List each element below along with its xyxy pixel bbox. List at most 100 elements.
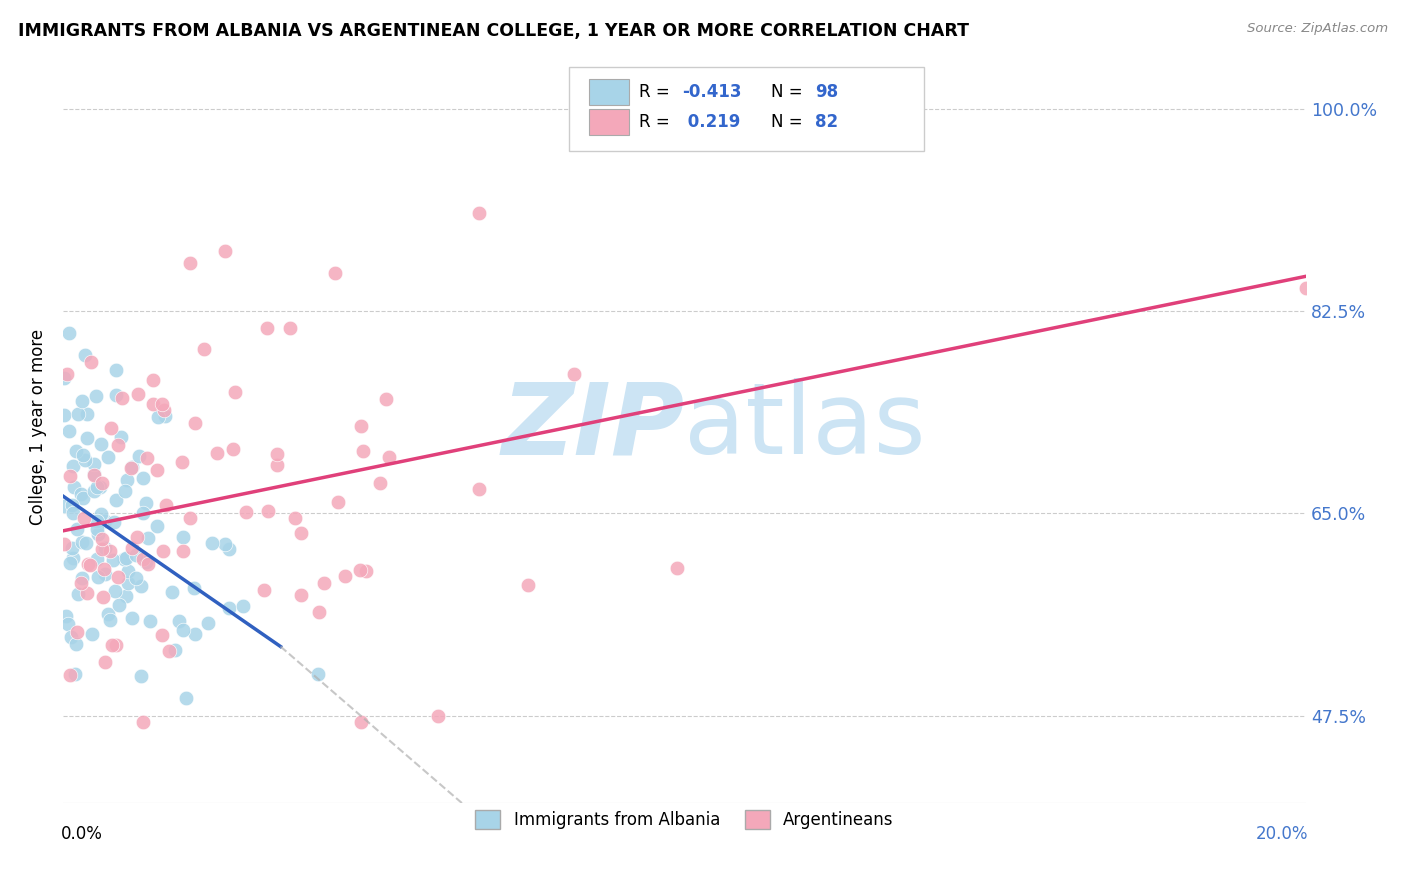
Point <box>222 442 245 457</box>
Point <box>73 349 96 363</box>
Point <box>135 555 157 569</box>
Point <box>73 452 96 467</box>
Point <box>94 541 117 555</box>
Point <box>66 408 89 422</box>
Point <box>121 460 143 475</box>
Point <box>426 709 449 723</box>
Point <box>136 557 159 571</box>
Point <box>368 476 391 491</box>
Point <box>172 530 194 544</box>
Point <box>75 536 97 550</box>
Text: 20.0%: 20.0% <box>1256 825 1309 843</box>
Text: atlas: atlas <box>685 378 927 475</box>
Point <box>58 425 80 439</box>
Point <box>328 495 350 509</box>
Point <box>152 544 174 558</box>
Point <box>160 584 183 599</box>
Point <box>62 506 84 520</box>
Point <box>139 615 162 629</box>
FancyBboxPatch shape <box>589 110 628 135</box>
Point <box>120 461 142 475</box>
Point <box>184 627 207 641</box>
Point <box>83 467 105 481</box>
Point <box>125 548 148 562</box>
Point <box>517 578 540 592</box>
Point <box>94 656 117 670</box>
Point <box>72 510 94 524</box>
Point <box>89 480 111 494</box>
Point <box>172 623 194 637</box>
Point <box>224 385 246 400</box>
Point <box>214 244 236 259</box>
Point <box>86 389 108 403</box>
Point <box>56 616 79 631</box>
Point <box>153 402 176 417</box>
Point <box>136 531 159 545</box>
Point <box>131 552 153 566</box>
Point <box>86 527 108 541</box>
Point <box>129 669 152 683</box>
Point <box>468 483 491 497</box>
Point <box>218 542 240 557</box>
Point <box>70 393 93 408</box>
Point <box>60 630 83 644</box>
Point <box>117 576 139 591</box>
Point <box>132 506 155 520</box>
Point <box>70 571 93 585</box>
Point <box>562 367 585 381</box>
Point <box>100 421 122 435</box>
Point <box>93 590 115 604</box>
Point <box>214 536 236 550</box>
Point <box>349 563 371 577</box>
Legend: Immigrants from Albania, Argentineans: Immigrants from Albania, Argentineans <box>468 804 900 836</box>
Point <box>117 564 139 578</box>
Point <box>90 436 112 450</box>
Point <box>97 607 120 622</box>
Point <box>79 355 101 369</box>
Point <box>146 410 169 425</box>
Point <box>290 588 312 602</box>
Point <box>60 498 83 512</box>
Point <box>325 266 347 280</box>
Point <box>312 576 335 591</box>
Point <box>121 611 143 625</box>
Point <box>157 644 180 658</box>
Point <box>352 443 374 458</box>
Point <box>76 586 98 600</box>
Point <box>132 714 155 729</box>
Point <box>125 571 148 585</box>
Point <box>65 667 87 681</box>
Text: ZIP: ZIP <box>502 378 685 475</box>
Point <box>93 562 115 576</box>
Point <box>86 514 108 528</box>
Point <box>350 418 373 433</box>
Point <box>205 446 228 460</box>
Point <box>72 491 94 505</box>
Point <box>165 643 187 657</box>
Point <box>98 613 121 627</box>
Point <box>53 408 76 422</box>
Point <box>125 530 148 544</box>
Y-axis label: College, 1 year or more: College, 1 year or more <box>30 328 46 524</box>
Point <box>107 570 129 584</box>
Point <box>170 455 193 469</box>
Point <box>90 507 112 521</box>
Point <box>58 468 80 483</box>
Point <box>97 450 120 465</box>
Point <box>87 570 110 584</box>
Point <box>86 480 108 494</box>
FancyBboxPatch shape <box>569 67 924 151</box>
Point <box>108 598 131 612</box>
Point <box>253 583 276 598</box>
Point <box>146 519 169 533</box>
Text: 98: 98 <box>815 83 838 101</box>
Point <box>79 558 101 573</box>
Point <box>104 583 127 598</box>
Point <box>129 579 152 593</box>
Point <box>101 553 124 567</box>
Point <box>150 396 173 410</box>
Point <box>66 587 89 601</box>
Text: 0.0%: 0.0% <box>60 825 103 843</box>
Point <box>52 500 75 514</box>
Point <box>62 458 84 473</box>
